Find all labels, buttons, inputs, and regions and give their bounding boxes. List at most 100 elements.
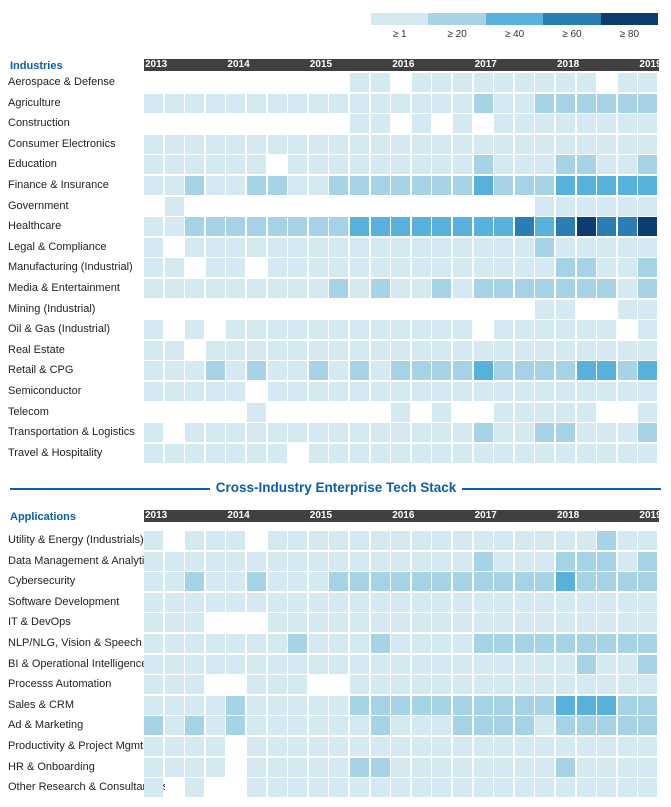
heatmap-cell xyxy=(185,592,205,612)
heatmap-cell xyxy=(432,279,452,299)
heatmap-cell xyxy=(205,320,225,340)
heatmap-cell xyxy=(144,654,164,674)
heatmap-cell xyxy=(329,778,349,798)
heatmap-cell xyxy=(144,443,164,463)
heatmap-cell xyxy=(391,675,411,695)
heatmap-cell xyxy=(144,634,164,654)
heatmap-cell xyxy=(514,155,534,175)
heatmap-cell xyxy=(226,237,246,257)
heatmap-cell xyxy=(576,176,596,196)
heatmap-cell xyxy=(267,361,287,381)
heatmap-cell xyxy=(453,716,473,736)
heatmap-cell xyxy=(247,551,267,571)
heatmap-cell xyxy=(164,340,184,360)
heatmap-cell xyxy=(329,155,349,175)
heatmap-cell xyxy=(164,402,184,422)
heatmap-cell xyxy=(576,613,596,633)
heatmap-cell xyxy=(411,361,431,381)
year-tick-label: 2019 xyxy=(639,510,662,521)
year-axis-bar: 2013 2014 2015 2016 2017 2018 2019 xyxy=(144,59,662,71)
heatmap-cell xyxy=(144,675,164,695)
heatmap-cell xyxy=(350,340,370,360)
heatmap-cell xyxy=(514,134,534,154)
heatmap-cell xyxy=(288,531,308,551)
heatmap-cell xyxy=(370,340,390,360)
heatmap-cell xyxy=(514,592,534,612)
heatmap-cell xyxy=(144,217,164,237)
heatmap-cell xyxy=(597,155,617,175)
heatmap-cell xyxy=(535,217,555,237)
heatmap-cell xyxy=(329,423,349,443)
heatmap-cell xyxy=(226,634,246,654)
heatmap-cell xyxy=(247,176,267,196)
heatmap-cell xyxy=(514,402,534,422)
heatmap-cell xyxy=(350,551,370,571)
heatmap-cell xyxy=(535,695,555,715)
heatmap-cell xyxy=(576,217,596,237)
heatmap-cell xyxy=(576,654,596,674)
heatmap-cell xyxy=(432,654,452,674)
heatmap-cell xyxy=(556,134,576,154)
heatmap-cell xyxy=(288,757,308,777)
heatmap-cell xyxy=(453,176,473,196)
heatmap-cell xyxy=(514,551,534,571)
heatmap-cell xyxy=(205,134,225,154)
heatmap-cell xyxy=(247,634,267,654)
heatmap-cell xyxy=(597,258,617,278)
heatmap-cell xyxy=(617,258,637,278)
row-label: Manufacturing (Industrial) xyxy=(8,261,133,274)
section-divider-title: Cross-Industry Enterprise Tech Stack xyxy=(215,480,457,495)
heatmap-cell xyxy=(411,237,431,257)
heatmap-cell xyxy=(638,299,658,319)
heatmap-cell xyxy=(473,320,493,340)
heatmap-cell xyxy=(164,93,184,113)
heatmap-cell xyxy=(535,320,555,340)
heatmap-cell xyxy=(597,654,617,674)
heatmap-cell xyxy=(535,531,555,551)
heatmap-cell xyxy=(370,114,390,134)
heatmap-cell xyxy=(514,757,534,777)
heatmap-cell xyxy=(226,299,246,319)
heatmap-cell xyxy=(308,634,328,654)
heatmap-cell xyxy=(329,340,349,360)
heatmap-cell xyxy=(391,654,411,674)
heatmap-cell xyxy=(535,361,555,381)
heatmap-cell xyxy=(453,778,473,798)
heatmap-cell xyxy=(535,716,555,736)
legend-label: ≥ 20 xyxy=(447,29,467,40)
heatmap-cell xyxy=(205,592,225,612)
heatmap-cell xyxy=(226,531,246,551)
heatmap-cell xyxy=(638,634,658,654)
heatmap-cell xyxy=(473,93,493,113)
heatmap-cell xyxy=(411,634,431,654)
heatmap-cell xyxy=(308,155,328,175)
row-label: Government xyxy=(8,199,69,212)
heatmap-cell xyxy=(556,551,576,571)
heatmap-cell xyxy=(638,361,658,381)
heatmap-cell xyxy=(638,402,658,422)
heatmap-cell xyxy=(205,613,225,633)
heatmap-cell xyxy=(205,757,225,777)
heatmap-cell xyxy=(288,155,308,175)
heatmap-cell xyxy=(350,196,370,216)
year-tick-label: 2017 xyxy=(474,59,497,70)
heatmap-cell xyxy=(370,443,390,463)
heatmap-cell xyxy=(597,423,617,443)
heatmap-cell xyxy=(391,634,411,654)
heatmap-cell xyxy=(473,443,493,463)
heatmap-cell xyxy=(164,634,184,654)
row-label: Productivity & Project Mgmt. xyxy=(8,740,147,752)
heatmap-cell xyxy=(432,402,452,422)
heatmap-cell xyxy=(494,654,514,674)
heatmap-cell xyxy=(597,634,617,654)
heatmap-cell xyxy=(308,551,328,571)
heatmap-cell xyxy=(576,134,596,154)
heatmap-cell xyxy=(247,531,267,551)
heatmap-cell xyxy=(494,757,514,777)
heatmap-cell xyxy=(308,340,328,360)
heatmap-cell xyxy=(226,93,246,113)
heatmap-cell xyxy=(350,299,370,319)
heatmap-cell xyxy=(514,114,534,134)
heatmap-cell xyxy=(350,716,370,736)
heatmap-cell xyxy=(226,716,246,736)
